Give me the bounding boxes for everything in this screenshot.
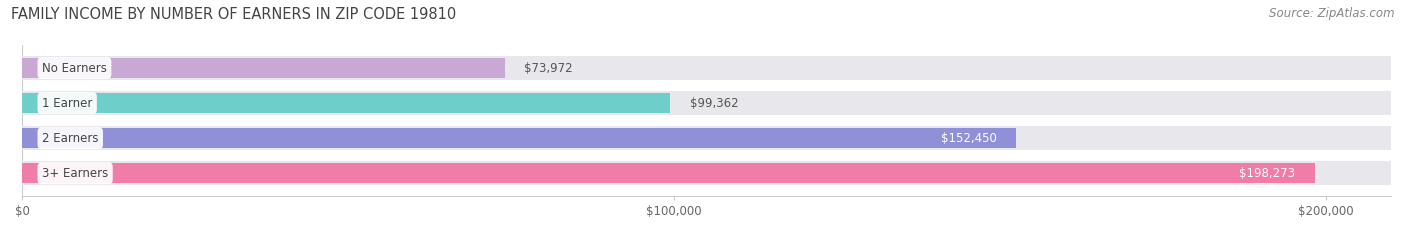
Text: $99,362: $99,362 [689, 97, 738, 110]
Bar [22, 93, 671, 113]
Text: $73,972: $73,972 [524, 62, 572, 75]
Text: $152,450: $152,450 [941, 132, 997, 145]
Bar [22, 128, 1017, 148]
Text: 2 Earners: 2 Earners [42, 132, 98, 145]
Bar [22, 126, 1391, 151]
Text: 3+ Earners: 3+ Earners [42, 167, 108, 180]
Bar [22, 163, 1315, 183]
Text: 1 Earner: 1 Earner [42, 97, 93, 110]
Text: No Earners: No Earners [42, 62, 107, 75]
Bar [22, 91, 1391, 115]
Text: $198,273: $198,273 [1239, 167, 1295, 180]
Text: FAMILY INCOME BY NUMBER OF EARNERS IN ZIP CODE 19810: FAMILY INCOME BY NUMBER OF EARNERS IN ZI… [11, 7, 457, 22]
Text: Source: ZipAtlas.com: Source: ZipAtlas.com [1270, 7, 1395, 20]
Bar [22, 58, 505, 78]
Bar [22, 56, 1391, 80]
Bar [22, 161, 1391, 185]
